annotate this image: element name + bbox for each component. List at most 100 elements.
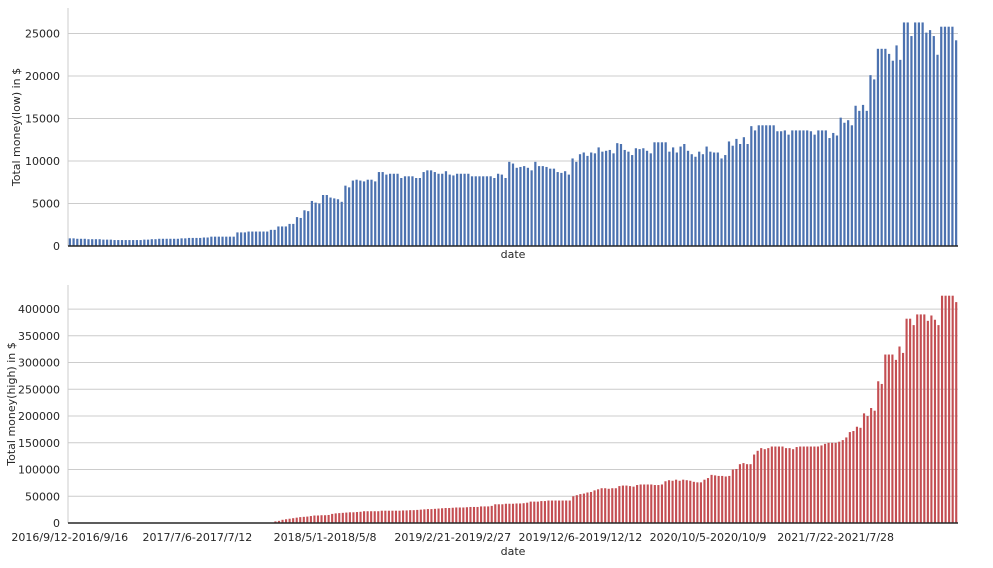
bar (757, 125, 760, 246)
bar (835, 135, 839, 246)
bar (869, 75, 872, 247)
x-tick-label: 2019/2/21-2019/2/27 (394, 531, 511, 544)
bar (685, 480, 688, 523)
bar (686, 150, 690, 246)
bar (87, 239, 90, 246)
bar (753, 130, 757, 246)
bar (590, 152, 593, 246)
bar (866, 416, 869, 523)
bar (336, 199, 340, 246)
bar (285, 519, 288, 523)
bar (600, 488, 603, 523)
bar (865, 110, 868, 246)
y-tick-label: 25000 (25, 28, 60, 41)
bar (756, 450, 759, 523)
bar (899, 59, 902, 246)
bar (834, 442, 837, 523)
bar (262, 231, 265, 246)
bar (561, 500, 564, 523)
bar (689, 480, 692, 523)
bar (288, 518, 291, 523)
bar (631, 155, 634, 246)
bar (614, 488, 617, 523)
bar (794, 130, 798, 246)
x-axis-label: date (501, 248, 526, 261)
bar (816, 446, 820, 523)
bar (618, 486, 621, 523)
bar (910, 36, 913, 246)
bar (448, 174, 451, 246)
bar (884, 354, 887, 523)
bar (374, 181, 377, 246)
bar (604, 150, 608, 246)
bar (494, 504, 497, 523)
bar (701, 154, 705, 246)
bar (540, 501, 543, 523)
bar (292, 518, 295, 523)
bar (184, 238, 187, 246)
bar (710, 474, 713, 523)
bar (642, 148, 645, 246)
bar (273, 229, 276, 246)
bar (68, 238, 71, 246)
bar (763, 449, 766, 523)
bar (497, 504, 500, 523)
bar (391, 510, 394, 523)
y-tick-label: 10000 (25, 155, 60, 168)
bar (859, 427, 862, 523)
bar (98, 239, 101, 246)
bar (646, 484, 649, 523)
bar (381, 172, 384, 246)
bar (199, 237, 202, 246)
bar (483, 506, 486, 523)
bar (554, 500, 557, 523)
bar (72, 238, 75, 246)
bar (678, 480, 681, 523)
bar (792, 449, 795, 523)
bar (780, 131, 783, 246)
bar (385, 174, 388, 246)
bar (850, 125, 853, 246)
bar (314, 202, 317, 246)
bar (240, 232, 243, 246)
bar (437, 173, 440, 246)
bar (827, 442, 830, 523)
bar (515, 167, 518, 246)
bar (380, 510, 383, 523)
bar (639, 484, 642, 523)
bar (921, 22, 924, 247)
bar (809, 131, 813, 246)
bar (501, 504, 504, 523)
bar (329, 197, 332, 246)
bar (643, 484, 646, 523)
bar (917, 22, 921, 247)
y-tick-label: 250000 (18, 383, 60, 396)
bar (608, 149, 611, 246)
y-tick-label: 150000 (18, 437, 60, 450)
bar (537, 166, 541, 246)
bar (690, 154, 693, 246)
bar (791, 130, 794, 246)
bar (799, 446, 802, 523)
bar (675, 479, 678, 523)
bar (560, 172, 563, 246)
bar (887, 53, 891, 247)
bar (482, 176, 485, 246)
bar (429, 170, 433, 246)
bar (456, 173, 459, 246)
bar (698, 151, 701, 246)
bar (487, 506, 490, 523)
bar (582, 152, 585, 246)
bar (784, 448, 788, 523)
bar (891, 354, 894, 523)
bar (906, 22, 909, 247)
bar (496, 173, 500, 246)
bar (728, 475, 731, 523)
bar (604, 488, 607, 523)
bar (721, 475, 724, 523)
bar (880, 48, 883, 246)
bar (202, 237, 206, 246)
bar (653, 142, 656, 246)
bar (823, 443, 827, 523)
bar (135, 240, 138, 246)
